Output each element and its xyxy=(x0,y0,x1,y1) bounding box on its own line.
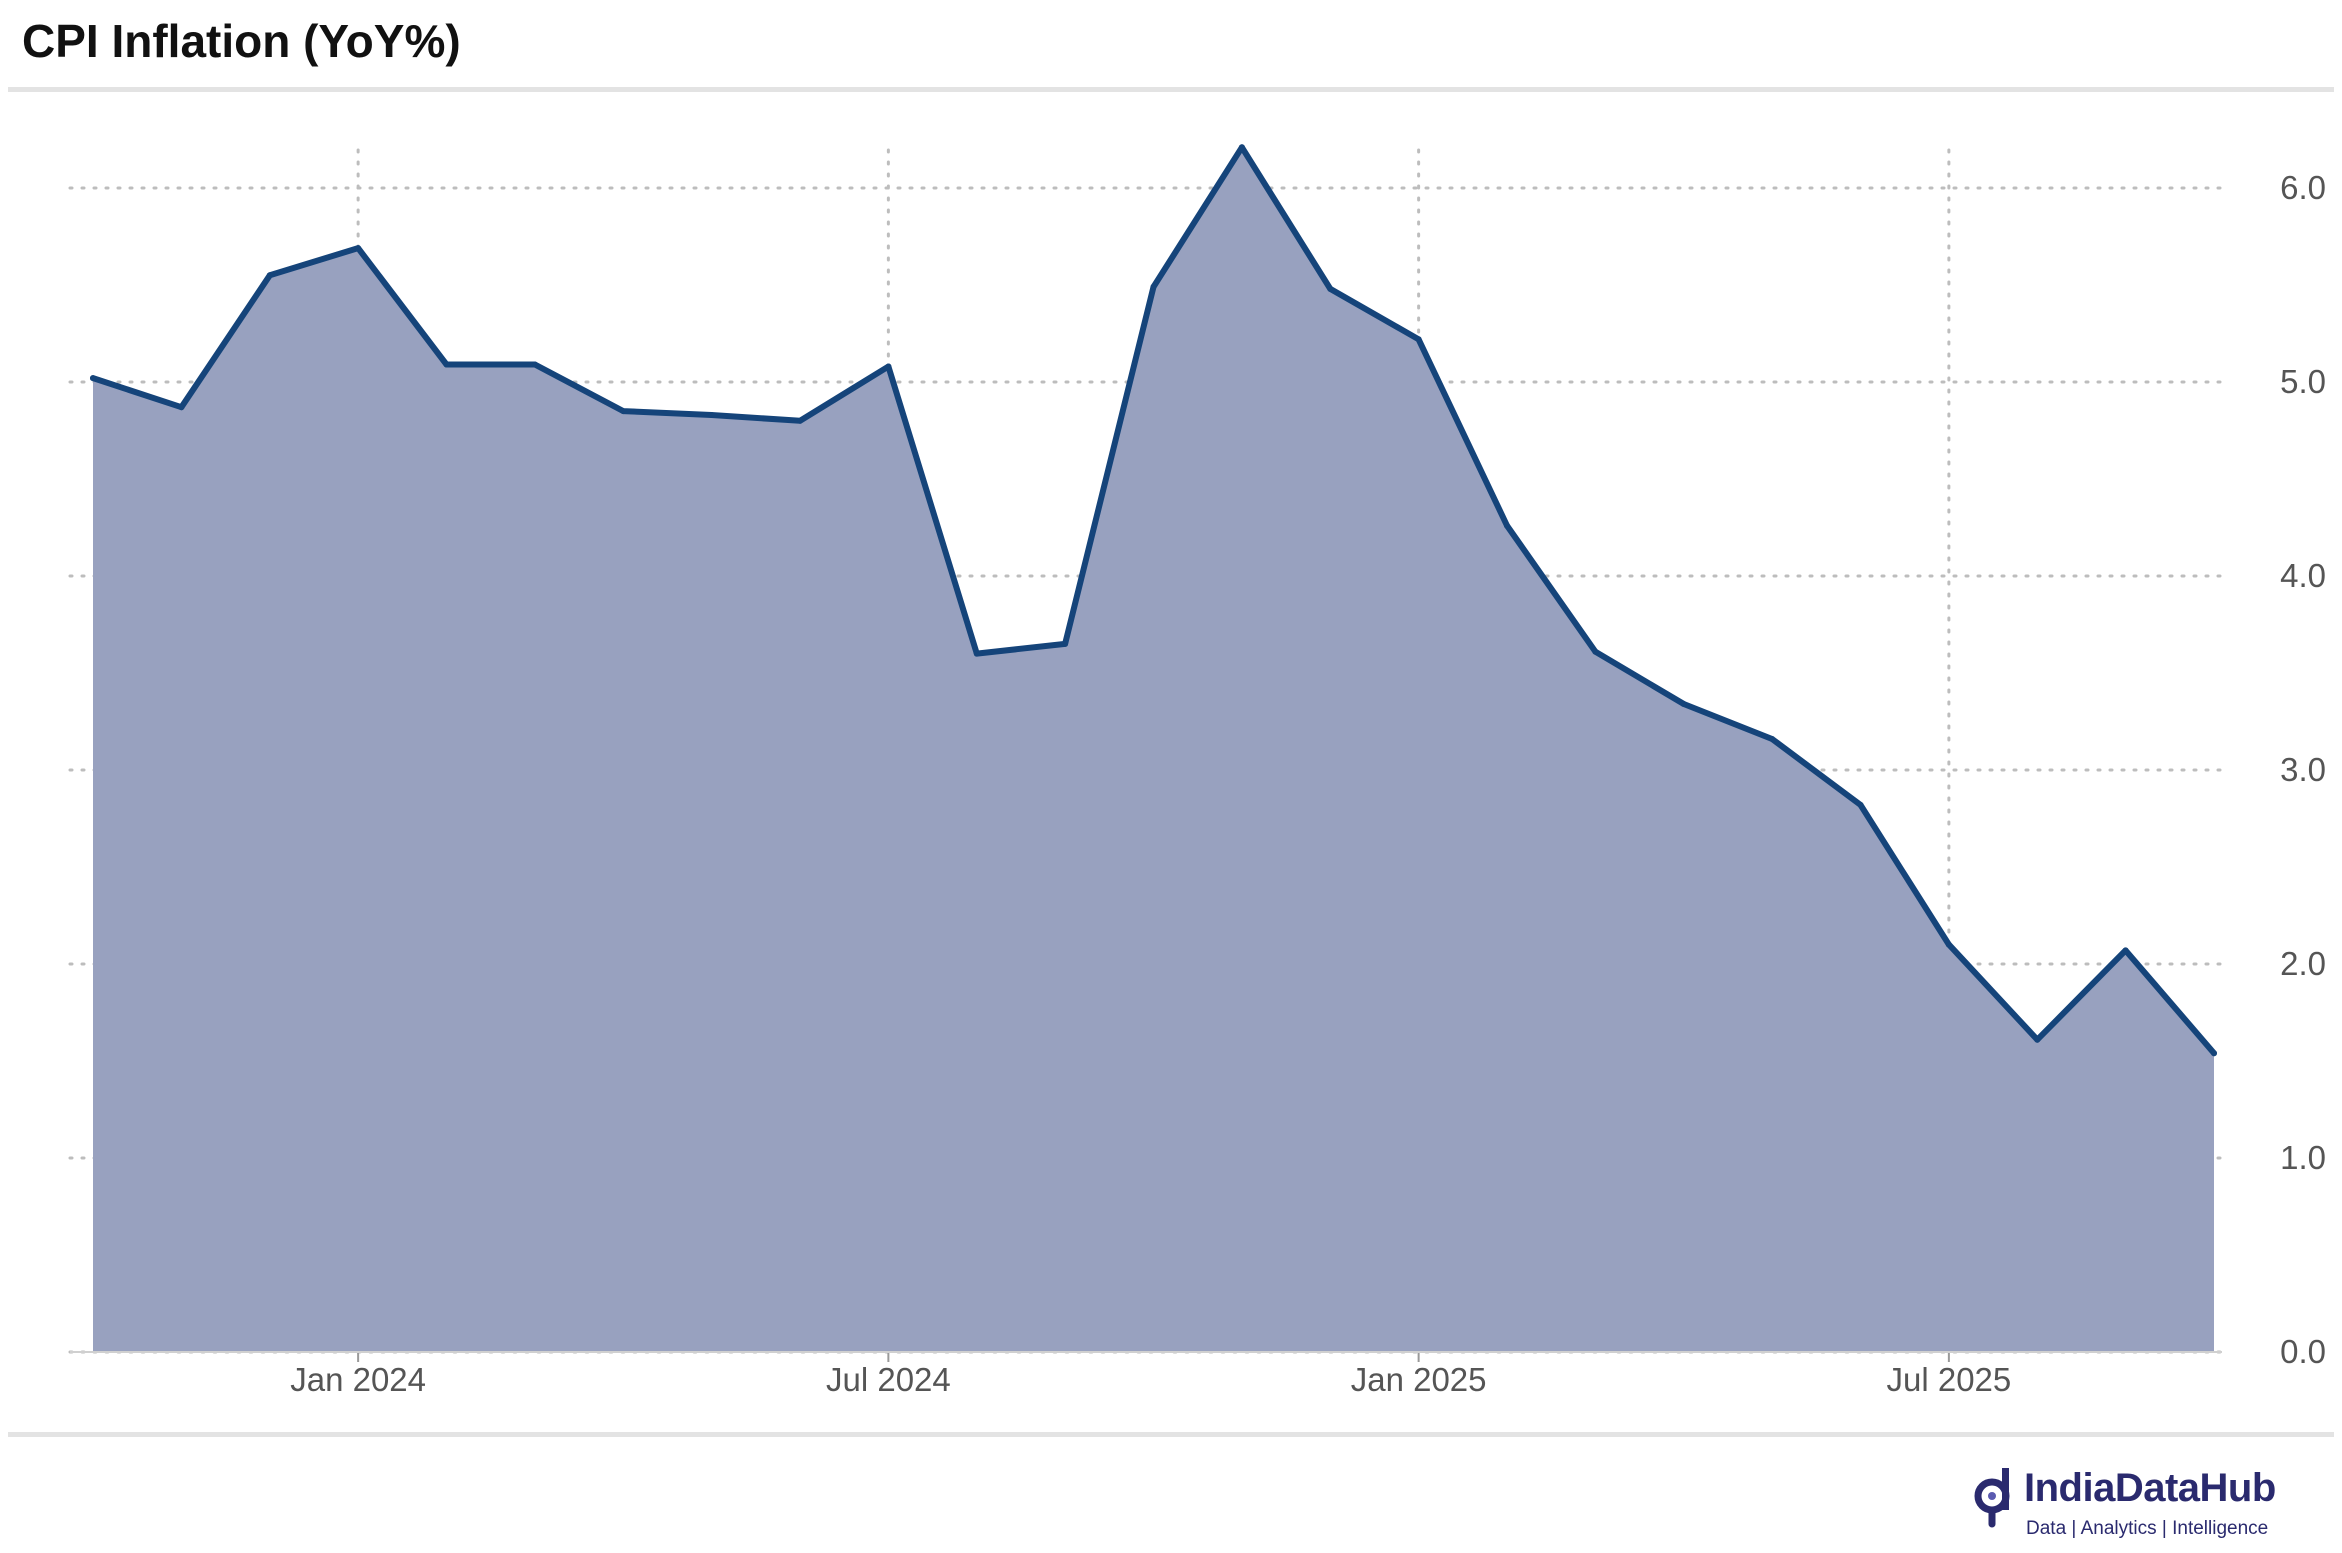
top-divider xyxy=(8,87,2334,92)
data-point xyxy=(797,417,803,424)
data-point xyxy=(708,412,715,418)
y-tick-label: 0.0 xyxy=(2280,1333,2326,1370)
x-tick-label: Jan 2025 xyxy=(1351,1361,1487,1398)
chart-title: CPI Inflation (YoY%) xyxy=(22,15,461,67)
brand-logo: IndiaDataHub Data | Analytics | Intellig… xyxy=(1972,1462,2332,1542)
data-point xyxy=(1062,640,1069,647)
data-point xyxy=(1857,801,1864,808)
area-fill xyxy=(93,147,2214,1352)
brand-name: IndiaDataHub xyxy=(2024,1466,2276,1510)
data-point xyxy=(620,408,627,415)
data-point xyxy=(443,361,450,368)
y-tick-label: 1.0 xyxy=(2280,1139,2326,1176)
data-point xyxy=(1238,144,1245,151)
brand-tagline: Data | Analytics | Intelligence xyxy=(2026,1518,2269,1539)
y-tick-label: 2.0 xyxy=(2280,945,2326,982)
data-point xyxy=(973,650,980,657)
data-point xyxy=(2034,1036,2041,1043)
data-point xyxy=(1504,522,1510,529)
data-point xyxy=(1150,283,1157,290)
x-tick-label: Jan 2024 xyxy=(290,1361,426,1398)
data-point xyxy=(1769,736,1776,742)
data-point xyxy=(90,375,96,382)
y-tick-label: 6.0 xyxy=(2280,169,2326,206)
data-point xyxy=(531,361,538,368)
y-tick-label: 4.0 xyxy=(2280,557,2326,594)
data-point xyxy=(1592,648,1599,655)
y-tick-label: 5.0 xyxy=(2280,363,2326,400)
data-point xyxy=(1415,336,1422,343)
data-point xyxy=(355,245,362,252)
data-point xyxy=(1945,941,1952,948)
data-point xyxy=(266,272,273,279)
x-tick-label: Jul 2025 xyxy=(1886,1361,2011,1398)
data-point xyxy=(1680,701,1687,707)
x-tick-label: Jul 2024 xyxy=(826,1361,951,1398)
data-point xyxy=(2122,947,2129,954)
data-point xyxy=(885,363,892,370)
data-point xyxy=(2211,1050,2217,1057)
brand-d-icon xyxy=(1974,1468,2010,1528)
data-point xyxy=(178,404,185,411)
y-tick-label: 3.0 xyxy=(2280,751,2326,788)
bottom-divider xyxy=(8,1432,2334,1437)
data-point xyxy=(1327,285,1334,292)
